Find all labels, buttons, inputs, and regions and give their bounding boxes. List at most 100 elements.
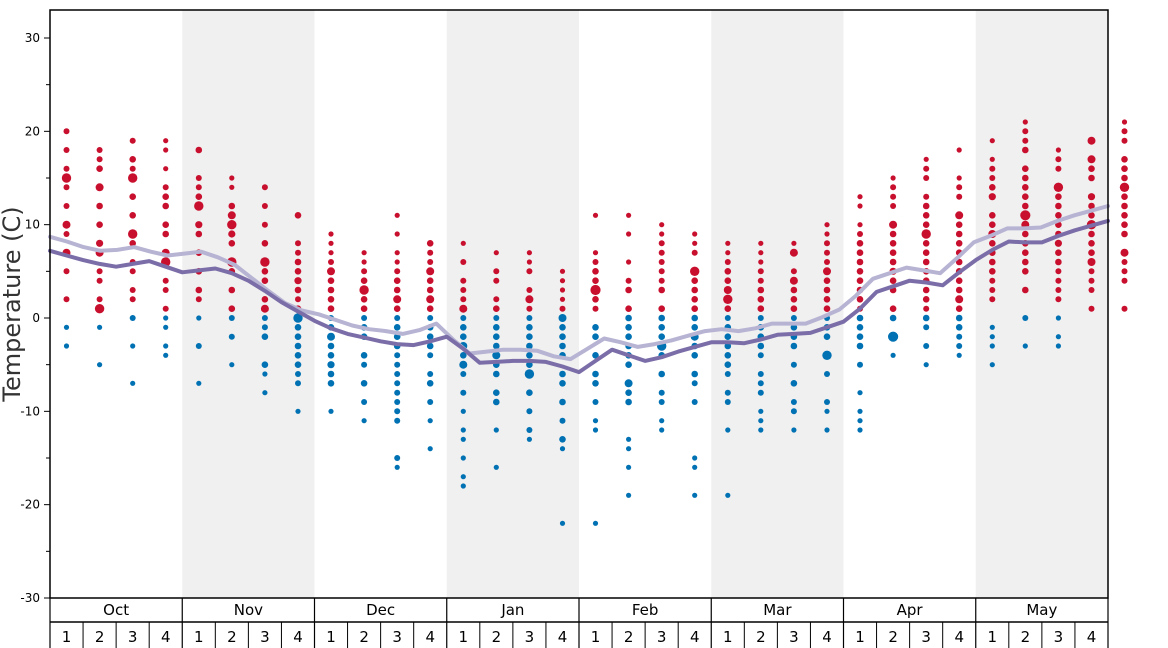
temperature-point [824, 371, 830, 377]
temperature-point [229, 175, 235, 181]
month-label: Mar [763, 601, 792, 619]
temperature-point [426, 380, 434, 387]
temperature-point [923, 193, 930, 200]
temperature-point [725, 427, 731, 433]
temperature-point [1121, 156, 1128, 163]
temperature-point [790, 268, 797, 275]
temperature-point [691, 380, 698, 387]
temperature-point [989, 362, 995, 368]
temperature-point [559, 370, 566, 378]
temperature-point [195, 343, 202, 349]
temperature-point [129, 315, 136, 321]
week-label: 2 [227, 628, 237, 646]
temperature-point [360, 352, 368, 359]
temperature-point [227, 220, 237, 230]
y-axis-label: Temperature (C) [0, 206, 26, 402]
temperature-point [162, 202, 169, 210]
temperature-point [592, 259, 599, 265]
y-tick-label: 0 [32, 311, 40, 325]
temperature-point [889, 220, 898, 229]
temperature-point [856, 258, 864, 266]
temperature-point [1088, 202, 1095, 210]
temperature-point [360, 296, 368, 303]
temperature-point [691, 249, 698, 256]
temperature-point [790, 296, 798, 303]
temperature-point [1022, 119, 1028, 125]
temperature-point [460, 436, 466, 442]
temperature-point [592, 427, 599, 433]
temperature-point [757, 296, 765, 303]
temperature-point [922, 221, 930, 228]
temperature-point [1121, 212, 1128, 219]
temperature-point [626, 259, 632, 265]
temperature-point [195, 230, 203, 238]
temperature-point [460, 474, 466, 480]
temperature-point [295, 296, 301, 303]
temperature-point [922, 296, 930, 303]
temperature-point [493, 427, 499, 433]
temperature-point [295, 249, 301, 256]
temperature-point [96, 296, 103, 303]
temperature-point [956, 193, 963, 200]
week-label: 2 [359, 628, 369, 646]
temperature-point [923, 343, 930, 349]
temperature-point [989, 258, 996, 266]
temperature-point [426, 267, 435, 276]
temperature-point [890, 184, 897, 191]
week-label: 3 [260, 628, 270, 646]
temperature-point [261, 333, 269, 341]
week-label: 1 [459, 628, 469, 646]
temperature-point [1055, 193, 1062, 200]
temperature-point [228, 305, 236, 313]
temperature-point [1022, 146, 1029, 154]
temperature-point [1022, 258, 1029, 266]
temperature-point [1022, 174, 1029, 182]
temperature-point [360, 277, 368, 285]
temperature-point [889, 277, 897, 285]
temperature-point [1055, 334, 1061, 340]
week-label: 3 [657, 628, 667, 646]
temperature-point [361, 268, 368, 275]
temperature-point [856, 342, 864, 350]
temperature-point [725, 492, 731, 498]
temperature-point [228, 286, 236, 294]
temperature-point [592, 305, 599, 312]
temperature-point [559, 446, 566, 452]
temperature-point [129, 296, 136, 303]
temperature-point [625, 305, 632, 313]
temperature-point [692, 455, 698, 461]
temperature-point [526, 361, 533, 369]
temperature-point [889, 249, 897, 256]
temperature-point [1055, 212, 1062, 219]
temperature-point [195, 146, 203, 154]
temperature-point [989, 334, 995, 340]
temperature-point [1121, 259, 1128, 265]
temperature-point [1055, 287, 1062, 293]
temperature-point [228, 240, 236, 247]
temperature-point [955, 314, 963, 322]
temperature-point [955, 240, 963, 247]
temperature-point [1087, 258, 1096, 266]
temperature-point [228, 230, 236, 238]
week-label: 4 [822, 628, 832, 646]
temperature-point [824, 231, 830, 237]
temperature-point [493, 333, 500, 341]
temperature-point [989, 175, 996, 181]
temperature-point [1121, 305, 1128, 312]
temperature-point [922, 258, 930, 266]
temperature-point [658, 333, 665, 341]
temperature-point [1088, 268, 1095, 275]
temperature-point [128, 173, 138, 183]
temperature-point [493, 389, 500, 397]
temperature-point [724, 259, 731, 265]
temperature-point [1121, 230, 1128, 238]
temperature-point [427, 371, 434, 377]
temperature-point [956, 352, 962, 358]
temperature-point [857, 418, 863, 424]
temperature-point [989, 240, 996, 247]
temperature-point [624, 379, 633, 388]
temperature-point [427, 446, 433, 452]
temperature-point [922, 249, 930, 256]
temperature-point [988, 193, 996, 201]
